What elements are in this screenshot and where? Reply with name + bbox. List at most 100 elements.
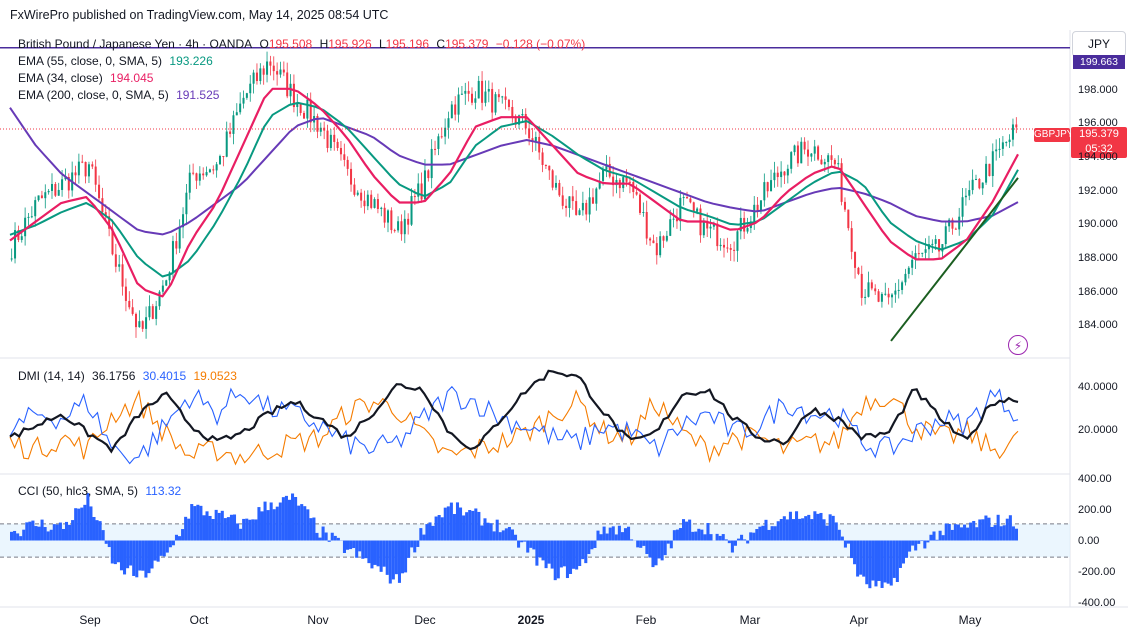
cci-bar bbox=[22, 529, 26, 541]
published-header: FxWirePro published on TradingView.com, … bbox=[10, 8, 389, 22]
cci-bar bbox=[999, 526, 1003, 541]
cci-bar bbox=[315, 532, 319, 541]
price-tick: 198.000 bbox=[1078, 84, 1118, 96]
cci-bar bbox=[83, 504, 87, 541]
candle-body bbox=[682, 197, 685, 199]
candle-body bbox=[165, 280, 168, 286]
dmi-legend[interactable]: DMI (14, 14) 36.1756 30.4015 19.0523 bbox=[18, 369, 241, 383]
candle-body bbox=[178, 227, 181, 249]
cci-bar bbox=[327, 540, 331, 542]
candle-body bbox=[101, 198, 104, 213]
candle-body bbox=[675, 218, 678, 222]
cci-bar bbox=[547, 540, 551, 564]
cci-bar bbox=[843, 540, 847, 548]
candle-body bbox=[383, 207, 386, 223]
candle-body bbox=[128, 300, 131, 308]
candle-body bbox=[793, 145, 796, 153]
candle-body bbox=[948, 219, 951, 227]
candle-body bbox=[602, 169, 605, 181]
cci-bar bbox=[904, 540, 909, 558]
cci-bar bbox=[987, 517, 991, 541]
cci-bar bbox=[330, 532, 334, 541]
cci-bar bbox=[181, 529, 185, 541]
candle-body bbox=[296, 103, 299, 108]
cci-bar bbox=[752, 532, 756, 541]
candle-body bbox=[608, 163, 611, 177]
candle-body bbox=[276, 71, 279, 75]
cci-bar bbox=[553, 540, 557, 581]
candle-body bbox=[215, 164, 218, 171]
currency-button[interactable]: JPY bbox=[1072, 31, 1126, 57]
cci-bar bbox=[309, 518, 313, 541]
candle-body bbox=[380, 207, 383, 209]
open-label: O bbox=[259, 37, 269, 51]
candle-body bbox=[1011, 124, 1014, 140]
candle-body bbox=[595, 188, 598, 204]
ema34-legend[interactable]: EMA (34, close) 194.045 bbox=[18, 71, 157, 85]
cci-bar bbox=[223, 518, 227, 541]
cci-bar bbox=[642, 540, 646, 546]
cci-bar bbox=[865, 540, 869, 585]
candle-body bbox=[531, 138, 534, 142]
cci-bar bbox=[92, 516, 96, 541]
cci-bar bbox=[599, 534, 603, 541]
cci-bar bbox=[623, 528, 628, 541]
cci-bar bbox=[434, 516, 438, 541]
cci-bar bbox=[251, 519, 255, 541]
ema55-legend[interactable]: EMA (55, close, 0, SMA, 5) 193.226 bbox=[18, 54, 217, 68]
candle-body bbox=[390, 210, 393, 231]
candle-body bbox=[659, 236, 662, 256]
candle-body bbox=[269, 61, 272, 66]
cci-bar bbox=[660, 540, 664, 561]
cci-bar bbox=[400, 540, 405, 574]
cci-bar bbox=[880, 540, 884, 588]
candle-body bbox=[981, 182, 984, 189]
ema200-legend[interactable]: EMA (200, close, 0, SMA, 5) 191.525 bbox=[18, 88, 223, 102]
cci-bar bbox=[168, 540, 172, 548]
cci-bar bbox=[462, 515, 466, 541]
candle-body bbox=[37, 195, 40, 201]
close-value: 195.379 bbox=[445, 37, 489, 51]
cci-bar bbox=[859, 540, 863, 575]
cci-bar bbox=[284, 495, 288, 541]
cci-bar bbox=[825, 525, 829, 541]
candle-body bbox=[746, 228, 749, 232]
candle-body bbox=[904, 273, 907, 283]
candle-body bbox=[628, 181, 631, 183]
cci-legend[interactable]: CCI (50, hlc3, SMA, 5) 113.32 bbox=[18, 484, 185, 498]
low-label: L bbox=[378, 37, 386, 51]
candle-body bbox=[568, 196, 571, 208]
candle-body bbox=[612, 176, 615, 186]
cci-bar bbox=[321, 526, 325, 541]
cci-bar bbox=[278, 502, 282, 541]
cci-bar bbox=[477, 511, 481, 541]
cci-bar bbox=[119, 540, 124, 571]
tradingview-logo-icon[interactable]: ⚡ bbox=[1008, 335, 1028, 355]
candle-body bbox=[138, 321, 141, 328]
candle-body bbox=[652, 240, 655, 244]
cci-bar bbox=[654, 540, 658, 566]
cci-bar bbox=[648, 540, 652, 558]
cci-bar bbox=[336, 537, 340, 541]
candle-body bbox=[820, 159, 823, 165]
cci-bar bbox=[862, 540, 866, 577]
date-tick-may: May bbox=[958, 613, 982, 627]
cci-bar bbox=[220, 510, 224, 541]
candle-body bbox=[833, 159, 836, 165]
candle-body bbox=[709, 226, 712, 229]
cci-bar bbox=[214, 509, 218, 541]
candle-body bbox=[518, 115, 521, 125]
cci-bar bbox=[46, 531, 50, 541]
cci-bar bbox=[116, 540, 120, 563]
cci-bar bbox=[416, 540, 420, 547]
candle-body bbox=[410, 196, 413, 225]
candle-body bbox=[98, 184, 101, 199]
candle-body bbox=[864, 296, 867, 298]
candle-body bbox=[343, 154, 346, 160]
price-tick: 194.000 bbox=[1078, 151, 1118, 163]
ema200-value: 191.525 bbox=[176, 88, 220, 102]
cci-bar bbox=[941, 535, 945, 541]
candle-body bbox=[591, 197, 594, 204]
cci-bar bbox=[507, 526, 511, 541]
